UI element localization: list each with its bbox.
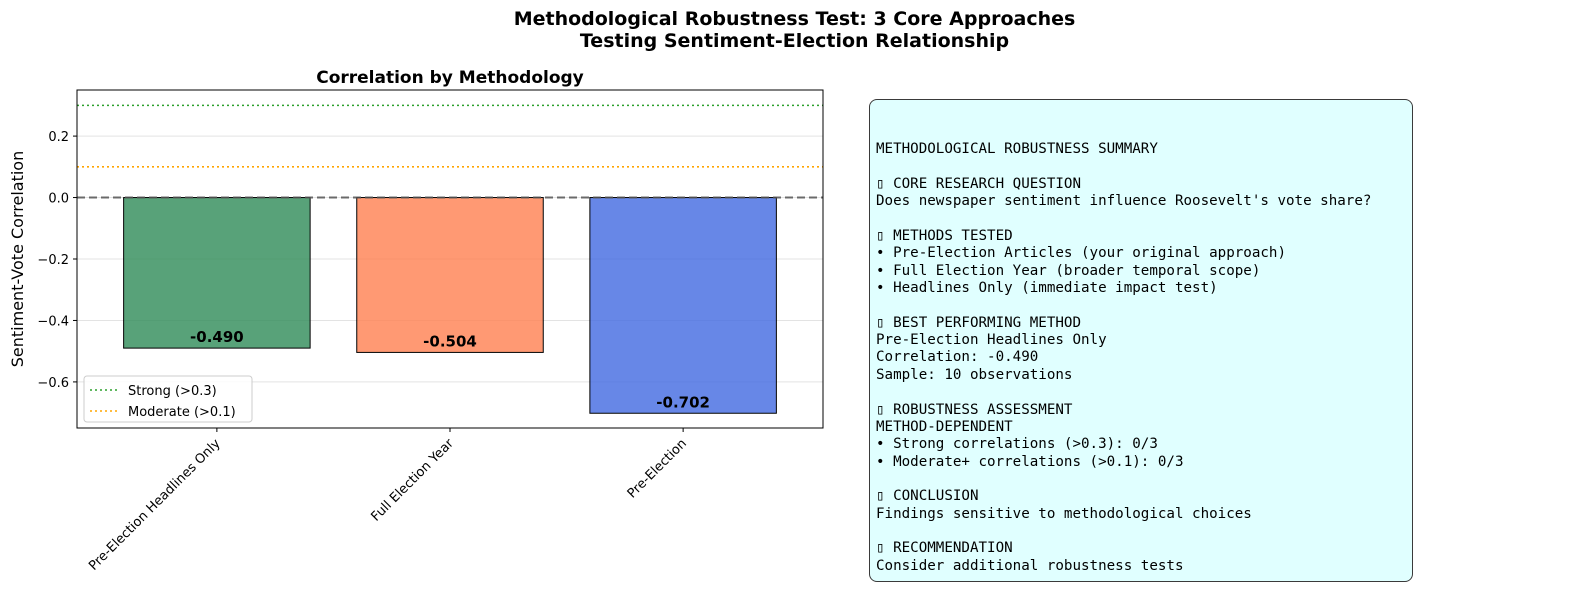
y-axis-label: Sentiment-Vote Correlation	[8, 151, 27, 367]
summary-line: ▯ BEST PERFORMING METHOD	[876, 314, 1081, 331]
legend-label: Strong (>0.3)	[128, 384, 217, 399]
bar-value-label: -0.504	[423, 332, 477, 350]
summary-line: • Moderate+ correlations (>0.1): 0/3	[876, 453, 1184, 470]
summary-line: • Pre-Election Articles (your original a…	[876, 245, 1286, 262]
summary-line	[876, 124, 1371, 141]
summary-line: • Strong correlations (>0.3): 0/3	[876, 436, 1158, 453]
figure-title-line2: Testing Sentiment-Election Relationship	[579, 30, 1010, 52]
bar-value-label: -0.490	[190, 328, 244, 346]
figure-title-line1: Methodological Robustness Test: 3 Core A…	[513, 8, 1076, 30]
summary-line: • Full Election Year (broader temporal s…	[876, 262, 1261, 279]
summary-line: ▯ CONCLUSION	[876, 488, 979, 505]
summary-line: Sample: 10 observations	[876, 366, 1073, 383]
bar-value-label: -0.702	[656, 393, 710, 411]
chart-title: Correlation by Methodology	[316, 68, 584, 88]
x-tick-label: Full Election Year	[369, 436, 458, 525]
legend-label: Moderate (>0.1)	[128, 405, 236, 420]
y-tick-label: 0.2	[48, 130, 69, 145]
bar	[356, 197, 544, 353]
summary-line: ▯ METHODS TESTED	[876, 228, 1013, 245]
summary-line: ▯ CORE RESEARCH QUESTION	[876, 176, 1081, 193]
summary-line: ▯ ROBUSTNESS ASSESSMENT	[876, 401, 1073, 418]
summary-line	[876, 471, 1371, 488]
bar	[123, 197, 311, 349]
summary-line	[876, 384, 1371, 401]
summary-text: METHODOLOGICAL ROBUSTNESS SUMMARY ▯ CORE …	[876, 124, 1371, 575]
y-tick-label: −0.4	[37, 314, 69, 329]
summary-line: Consider additional robustness tests	[876, 557, 1184, 574]
summary-line: METHOD-DEPENDENT	[876, 418, 1013, 435]
y-tick-label: −0.6	[37, 376, 69, 391]
legend-box	[83, 375, 253, 423]
summary-box	[869, 99, 1413, 582]
summary-line: • Headlines Only (immediate impact test)	[876, 280, 1218, 297]
summary-line	[876, 159, 1371, 176]
summary-line: ▯ RECOMMENDATION	[876, 540, 1013, 557]
summary-line: Correlation: -0.490	[876, 349, 1039, 366]
summary-line	[876, 297, 1371, 314]
summary-line: METHODOLOGICAL ROBUSTNESS SUMMARY	[876, 141, 1158, 158]
summary-line: Does newspaper sentiment influence Roose…	[876, 193, 1372, 210]
bar	[589, 197, 777, 414]
summary-line	[876, 523, 1371, 540]
summary-line	[876, 211, 1371, 228]
x-tick-label: Pre-Election Headlines Only	[86, 436, 224, 574]
summary-line: Findings sensitive to methodological cho…	[876, 505, 1252, 522]
summary-line: Pre-Election Headlines Only	[876, 332, 1107, 349]
y-tick-label: 0.0	[48, 192, 69, 207]
x-tick-label: Pre-Election	[625, 436, 690, 501]
y-tick-label: −0.2	[37, 253, 69, 268]
